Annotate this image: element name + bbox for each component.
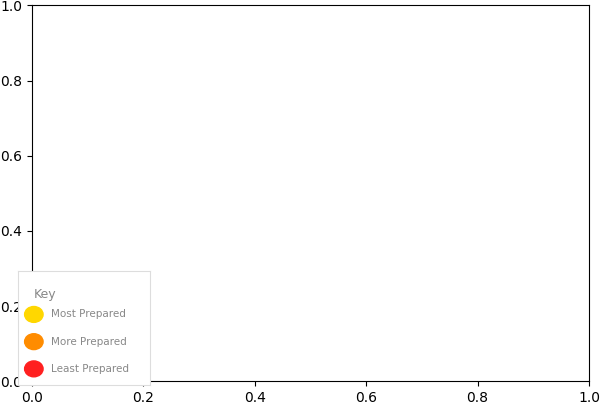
Text: Most Prepared: Most Prepared (51, 309, 126, 320)
Circle shape (25, 307, 43, 322)
Circle shape (25, 334, 43, 350)
Circle shape (25, 361, 43, 377)
Text: Least Prepared: Least Prepared (51, 364, 129, 374)
Text: More Prepared: More Prepared (51, 337, 127, 347)
Text: Key: Key (34, 288, 56, 301)
